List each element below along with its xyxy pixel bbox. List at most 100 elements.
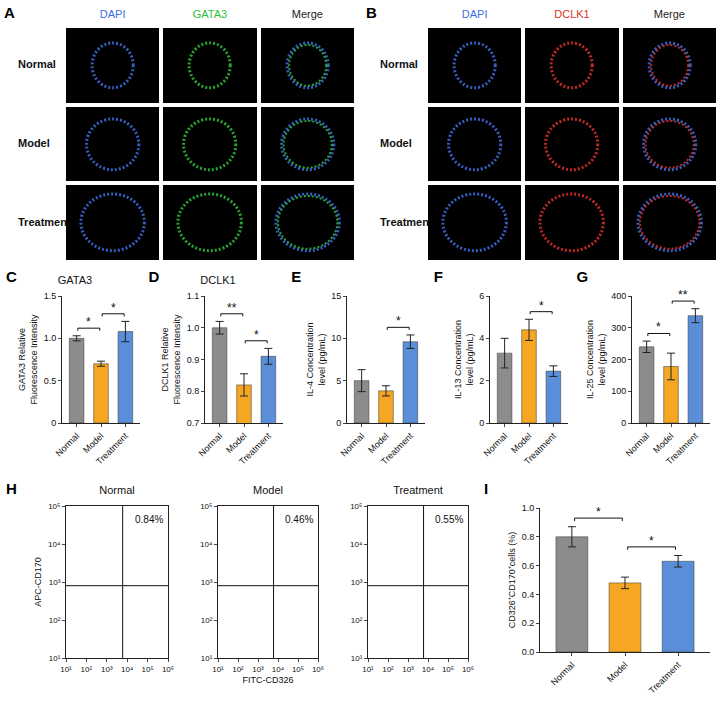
svg-text:*: * bbox=[111, 301, 116, 315]
svg-text:Model: Model bbox=[509, 431, 533, 455]
svg-text:Treatment: Treatment bbox=[522, 430, 558, 466]
svg-text:0.7: 0.7 bbox=[186, 418, 199, 428]
svg-text:Normal: Normal bbox=[54, 431, 82, 459]
svg-text:Model: Model bbox=[366, 431, 390, 455]
svg-text:10⁵: 10⁵ bbox=[48, 502, 60, 511]
svg-text:1.0: 1.0 bbox=[522, 503, 535, 513]
svg-text:10⁵: 10⁵ bbox=[141, 665, 153, 674]
svg-text:300: 300 bbox=[612, 323, 627, 333]
svg-text:Normal: Normal bbox=[99, 484, 134, 496]
svg-text:Normal: Normal bbox=[549, 660, 577, 688]
svg-text:1.5: 1.5 bbox=[44, 291, 57, 301]
svg-text:Treatment: Treatment bbox=[665, 430, 701, 466]
svg-text:Model: Model bbox=[81, 431, 105, 455]
svg-text:CD326⁺CD170⁺cells (%): CD326⁺CD170⁺cells (%) bbox=[507, 532, 517, 629]
svg-text:0: 0 bbox=[479, 418, 484, 428]
svg-text:100: 100 bbox=[612, 386, 627, 396]
svg-text:GATA3: GATA3 bbox=[58, 274, 92, 286]
svg-text:0.0: 0.0 bbox=[522, 647, 535, 657]
svg-text:10³: 10³ bbox=[101, 665, 113, 674]
svg-text:200: 200 bbox=[612, 355, 627, 365]
svg-text:DCLK1: DCLK1 bbox=[200, 274, 235, 286]
svg-text:10⁴: 10⁴ bbox=[272, 665, 285, 674]
svg-text:10³: 10³ bbox=[201, 578, 213, 587]
svg-text:**: ** bbox=[678, 288, 688, 302]
svg-text:4: 4 bbox=[479, 333, 484, 343]
svg-text:Treatment: Treatment bbox=[94, 430, 130, 466]
svg-text:10⁵: 10⁵ bbox=[350, 502, 362, 511]
svg-text:5: 5 bbox=[336, 376, 341, 386]
svg-text:10: 10 bbox=[331, 333, 341, 343]
svg-text:10²: 10² bbox=[232, 665, 244, 674]
svg-text:10¹: 10¹ bbox=[351, 654, 363, 663]
svg-text:*: * bbox=[649, 534, 654, 548]
svg-text:0.8: 0.8 bbox=[186, 386, 199, 396]
svg-text:400: 400 bbox=[612, 291, 627, 301]
svg-text:6: 6 bbox=[479, 291, 484, 301]
svg-text:10⁴: 10⁴ bbox=[350, 540, 363, 549]
svg-text:0: 0 bbox=[622, 418, 627, 428]
svg-text:15: 15 bbox=[331, 291, 341, 301]
svg-text:2: 2 bbox=[479, 376, 484, 386]
svg-text:10⁵: 10⁵ bbox=[442, 665, 454, 674]
svg-text:0: 0 bbox=[336, 418, 341, 428]
svg-text:10⁴: 10⁴ bbox=[422, 665, 435, 674]
svg-text:0.2: 0.2 bbox=[522, 618, 535, 628]
svg-text:*: * bbox=[86, 315, 91, 329]
svg-text:*: * bbox=[396, 314, 401, 328]
svg-text:0.84%: 0.84% bbox=[135, 514, 163, 525]
svg-text:10²: 10² bbox=[49, 616, 61, 625]
svg-text:*: * bbox=[254, 328, 259, 342]
svg-text:10⁴: 10⁴ bbox=[121, 665, 134, 674]
svg-text:Treatment: Treatment bbox=[379, 430, 415, 466]
svg-text:Model: Model bbox=[224, 431, 248, 455]
svg-text:IL-4 Concentrationlevel (pg/mL: IL-4 Concentrationlevel (pg/mL) bbox=[305, 322, 327, 396]
svg-text:Normal: Normal bbox=[196, 431, 224, 459]
svg-text:Model: Model bbox=[605, 660, 629, 684]
svg-text:10⁶: 10⁶ bbox=[462, 665, 474, 674]
svg-text:10¹: 10¹ bbox=[212, 665, 224, 674]
svg-text:*: * bbox=[596, 505, 601, 519]
svg-text:IL-25 Concentrationlevel (pg/m: IL-25 Concentrationlevel (pg/mL) bbox=[585, 320, 607, 399]
svg-text:1.0: 1.0 bbox=[186, 323, 199, 333]
svg-text:Normal: Normal bbox=[481, 431, 509, 459]
svg-text:0.46%: 0.46% bbox=[285, 514, 313, 525]
svg-text:0.9: 0.9 bbox=[186, 355, 199, 365]
svg-text:FITC-CD326: FITC-CD326 bbox=[242, 675, 293, 685]
svg-text:0.6: 0.6 bbox=[522, 561, 535, 571]
svg-text:Model: Model bbox=[652, 431, 676, 455]
svg-text:10³: 10³ bbox=[402, 665, 414, 674]
svg-text:10⁶: 10⁶ bbox=[312, 665, 324, 674]
svg-text:*: * bbox=[656, 320, 661, 334]
svg-text:Model: Model bbox=[253, 484, 283, 496]
svg-text:10³: 10³ bbox=[351, 578, 363, 587]
svg-text:0.5: 0.5 bbox=[44, 376, 57, 386]
svg-text:10²: 10² bbox=[351, 616, 363, 625]
svg-text:Normal: Normal bbox=[339, 431, 367, 459]
svg-text:IL-13 Concentrationlevel (pg/m: IL-13 Concentrationlevel (pg/mL) bbox=[453, 320, 475, 399]
svg-text:10⁴: 10⁴ bbox=[48, 540, 61, 549]
svg-text:DCLK1 RelativeFluorescence Int: DCLK1 RelativeFluorescence Intensity bbox=[160, 314, 182, 405]
svg-text:10²: 10² bbox=[382, 665, 394, 674]
svg-text:Treatment: Treatment bbox=[393, 484, 443, 496]
svg-text:10¹: 10¹ bbox=[60, 665, 72, 674]
svg-text:10¹: 10¹ bbox=[49, 654, 61, 663]
svg-text:10²: 10² bbox=[81, 665, 93, 674]
svg-text:GATA3 RelativeFluorescence Int: GATA3 RelativeFluorescence Intensity bbox=[17, 314, 39, 405]
svg-text:APC-CD170: APC-CD170 bbox=[33, 557, 43, 607]
svg-text:1.1: 1.1 bbox=[186, 291, 199, 301]
svg-text:10¹: 10¹ bbox=[201, 654, 213, 663]
svg-text:10³: 10³ bbox=[252, 665, 264, 674]
svg-text:10⁵: 10⁵ bbox=[292, 665, 304, 674]
svg-text:Treatment: Treatment bbox=[647, 659, 683, 695]
svg-text:10⁶: 10⁶ bbox=[162, 665, 174, 674]
svg-text:1.0: 1.0 bbox=[44, 333, 57, 343]
svg-text:Normal: Normal bbox=[624, 431, 652, 459]
svg-text:10⁴: 10⁴ bbox=[200, 540, 213, 549]
svg-text:10⁵: 10⁵ bbox=[200, 502, 212, 511]
svg-text:*: * bbox=[539, 299, 544, 313]
svg-text:0.55%: 0.55% bbox=[435, 514, 463, 525]
svg-text:**: ** bbox=[227, 301, 237, 315]
svg-text:0.4: 0.4 bbox=[522, 590, 535, 600]
svg-text:0.8: 0.8 bbox=[522, 532, 535, 542]
